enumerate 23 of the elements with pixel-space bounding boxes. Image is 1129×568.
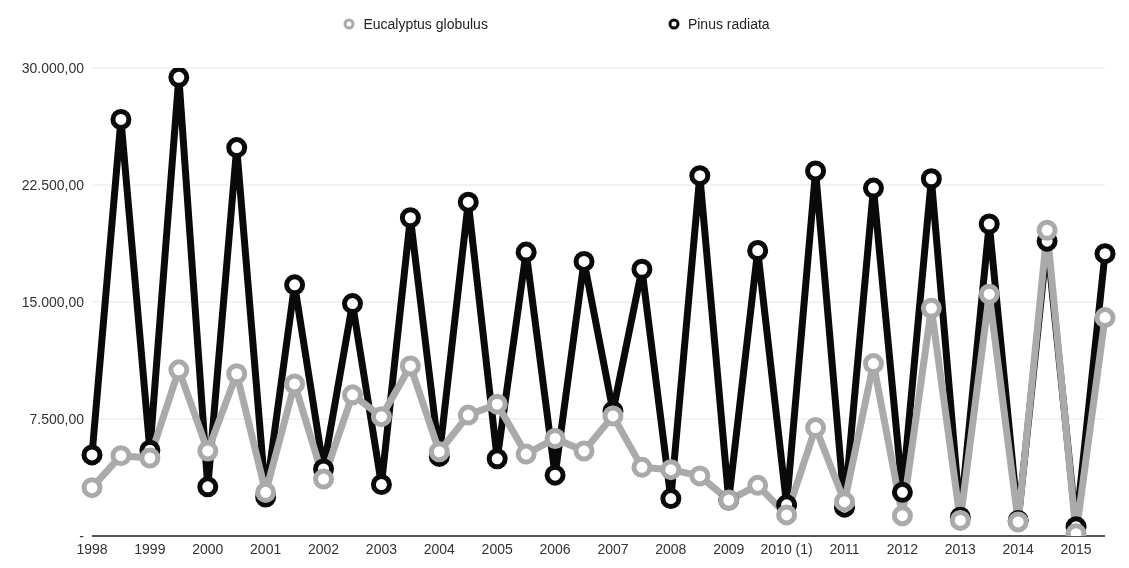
x-tick-label: 2014 bbox=[1002, 540, 1034, 557]
x-tick-label: 2010 (1) bbox=[760, 540, 813, 557]
x-tick-label: 2008 bbox=[655, 540, 687, 557]
x-tick-label: 2003 bbox=[365, 540, 398, 557]
x-tick-label: 2009 bbox=[713, 540, 745, 557]
x-tick-label: 2011 bbox=[829, 540, 860, 557]
x-tick-label: 2015 bbox=[1060, 540, 1092, 557]
x-tick-label: 2001 bbox=[250, 540, 282, 557]
x-tick-label: 2005 bbox=[481, 540, 513, 557]
legend-label: Eucalyptus globulus bbox=[362, 16, 488, 32]
y-tick-label: 7.500,00 bbox=[29, 410, 85, 427]
x-tick-label: 2013 bbox=[944, 540, 977, 557]
x-tick-label: 1999 bbox=[134, 540, 166, 557]
x-tick-label: 2012 bbox=[886, 540, 919, 557]
y-tick-label: 15.000,00 bbox=[21, 293, 85, 310]
y-tick-label: 22.500,00 bbox=[21, 176, 85, 193]
x-tick-label: 2007 bbox=[597, 540, 629, 557]
y-tick-label: 30.000,00 bbox=[21, 59, 85, 76]
x-tick-label: 2000 bbox=[192, 540, 224, 557]
x-tick-label: 2004 bbox=[423, 540, 456, 557]
x-tick-label: 2006 bbox=[539, 540, 571, 557]
legend-label: Pinus radiata bbox=[686, 16, 770, 32]
x-tick-label: 2002 bbox=[307, 540, 340, 557]
